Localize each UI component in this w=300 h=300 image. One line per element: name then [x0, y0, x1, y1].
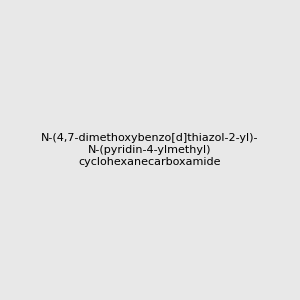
Text: N-(4,7-dimethoxybenzo[d]thiazol-2-yl)-
N-(pyridin-4-ylmethyl)
cyclohexanecarboxa: N-(4,7-dimethoxybenzo[d]thiazol-2-yl)- N… — [41, 134, 259, 166]
